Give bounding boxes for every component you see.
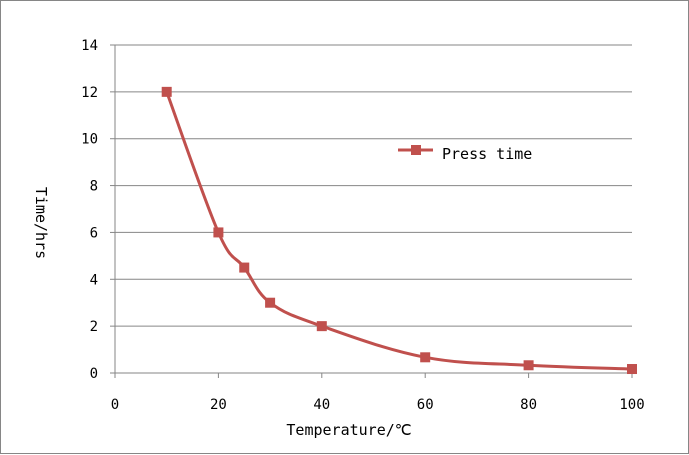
y-axis-title: Time/hrs	[32, 187, 50, 259]
x-tick-label-80: 80	[520, 397, 537, 413]
data-point-40	[316, 321, 327, 332]
y-tick-label-12: 12	[81, 85, 98, 101]
data-point-20	[213, 227, 224, 238]
series-layer	[161, 86, 637, 375]
x-tick-label-60: 60	[417, 397, 434, 413]
data-point-25	[239, 262, 250, 273]
x-tick-labels: 0 20 40 60 80 100	[111, 397, 645, 413]
legend-marker	[411, 145, 421, 155]
legend: Press time	[398, 145, 532, 163]
data-point-10	[161, 86, 172, 97]
data-point-60	[420, 352, 431, 363]
axes	[110, 44, 633, 378]
x-tick-label-100: 100	[619, 397, 644, 413]
legend-label: Press time	[442, 145, 532, 163]
y-tick-label-10: 10	[81, 132, 98, 148]
x-axis-title: Temperature/℃	[286, 421, 411, 439]
data-point-100	[627, 364, 637, 375]
y-tick-label-0: 0	[90, 366, 98, 382]
y-tick-label-14: 14	[81, 38, 98, 54]
grid-lines	[115, 44, 632, 327]
y-tick-label-4: 4	[90, 272, 98, 288]
y-tick-label-6: 6	[90, 225, 98, 241]
y-tick-labels: 0 2 4 6 8 10 12 14	[81, 38, 98, 382]
data-point-80	[523, 360, 534, 371]
x-tick-label-20: 20	[210, 397, 227, 413]
y-tick-label-8: 8	[90, 179, 98, 195]
y-tick-label-2: 2	[90, 319, 98, 335]
series-line-0	[165, 91, 633, 371]
data-point-30	[265, 297, 276, 308]
x-tick-label-40: 40	[313, 397, 330, 413]
x-tick-label-0: 0	[111, 397, 119, 413]
